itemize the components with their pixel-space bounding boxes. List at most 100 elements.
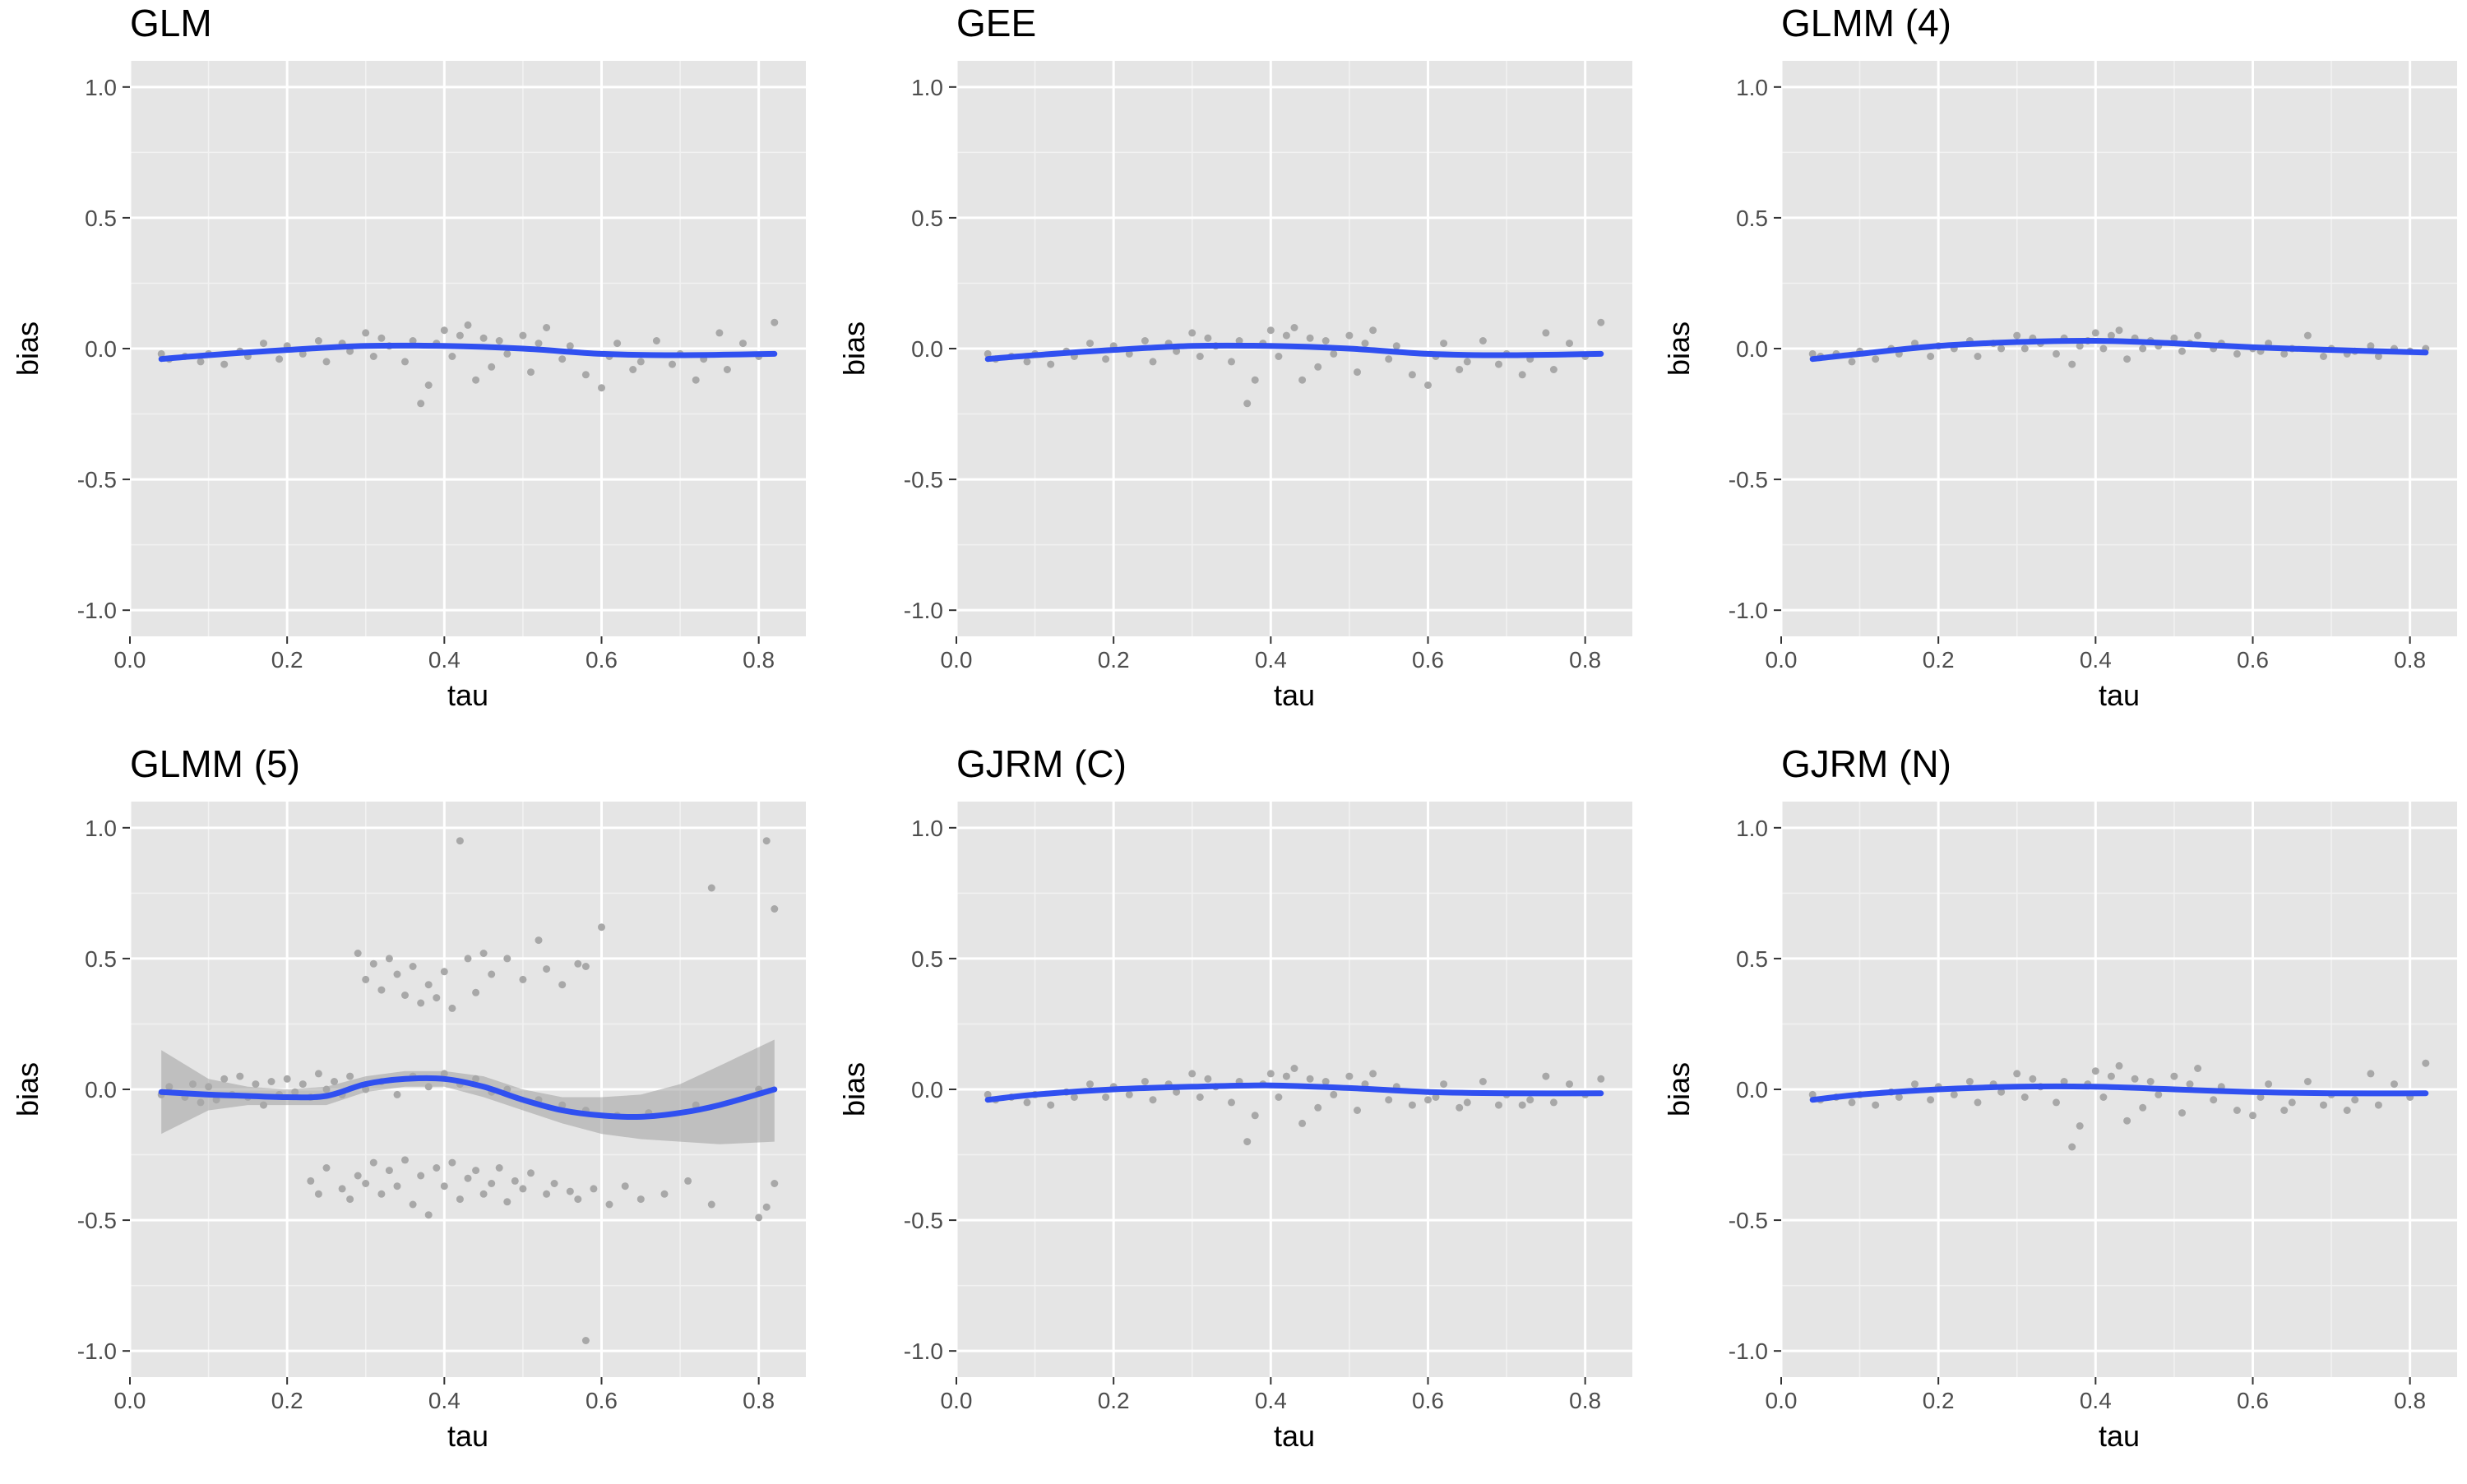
data-point (1251, 376, 1259, 384)
data-point (417, 400, 425, 408)
data-point (1196, 1093, 1204, 1101)
y-tick-label: -1.0 (904, 1338, 943, 1364)
x-tick-label: 0.2 (271, 647, 303, 673)
data-point (1298, 376, 1307, 384)
data-point (488, 970, 496, 978)
data-point (488, 363, 496, 371)
x-tick-label: 0.2 (1923, 1388, 1955, 1413)
data-point (1282, 331, 1290, 340)
y-tick-label: 1.0 (1736, 75, 1768, 100)
data-point (2178, 347, 2186, 355)
data-point (1848, 358, 1856, 366)
data-point (2374, 353, 2382, 360)
x-tick-label: 0.6 (586, 647, 618, 673)
data-point (377, 334, 386, 342)
data-point (1424, 381, 1432, 389)
data-point (1330, 1090, 1338, 1098)
data-point (1188, 1070, 1196, 1078)
data-point (636, 1195, 645, 1204)
y-axis-label: bias (1662, 321, 1696, 376)
data-point (2068, 360, 2076, 368)
data-point (2123, 1116, 2131, 1125)
data-point (574, 1195, 582, 1204)
data-point (2013, 1070, 2021, 1078)
data-point (2320, 1101, 2327, 1109)
data-point (1102, 355, 1110, 363)
data-point (1927, 1096, 1935, 1104)
data-point (2343, 1107, 2351, 1114)
data-point (1974, 1098, 1982, 1107)
data-point (495, 337, 503, 344)
x-tick-label: 0.2 (1098, 647, 1130, 673)
data-point (2186, 1080, 2194, 1089)
panel-title: GEE (956, 2, 1036, 44)
data-point (1266, 326, 1275, 335)
data-point (189, 1080, 197, 1089)
y-tick-label: 0.5 (911, 946, 943, 972)
data-point (566, 342, 574, 350)
y-tick-label: -1.0 (1729, 1338, 1768, 1364)
data-point (771, 905, 779, 913)
data-point (1369, 1070, 1377, 1078)
data-point (440, 1182, 448, 1190)
data-point (1345, 1072, 1354, 1080)
data-point (456, 1195, 464, 1204)
data-point (1243, 1138, 1252, 1146)
data-point (2076, 1122, 2084, 1130)
data-point (369, 959, 377, 968)
data-point (464, 1174, 472, 1182)
data-point (1243, 400, 1252, 408)
data-point (519, 1185, 527, 1193)
data-point (409, 963, 417, 970)
data-point (464, 321, 472, 329)
data-point (314, 1070, 322, 1078)
data-point (424, 381, 433, 389)
data-point (621, 1182, 629, 1190)
data-point (1808, 349, 1817, 358)
x-tick-label: 0.0 (114, 1388, 146, 1413)
data-point (1872, 355, 1880, 363)
data-point (1566, 340, 1573, 348)
data-point (488, 1180, 496, 1187)
data-point (1549, 366, 1557, 373)
data-point (566, 1187, 574, 1195)
data-point (1974, 353, 1982, 360)
data-point (503, 955, 511, 963)
y-tick-label: 0.5 (1736, 946, 1768, 972)
data-point (1566, 1080, 1573, 1089)
data-point (307, 1177, 315, 1185)
data-point (1086, 1080, 1094, 1089)
x-tick-label: 0.8 (1569, 647, 1601, 673)
data-point (1321, 337, 1330, 344)
data-point (1314, 363, 1322, 371)
x-tick-label: 0.4 (1255, 647, 1287, 673)
facet-panel-3: 0.0 0.2 0.4 0.6 0.8 -1.0 -0.5 0.0 0.5 1.0 GLMM (4)… (1662, 2, 2457, 712)
data-point (1440, 340, 1448, 348)
data-point (739, 340, 747, 348)
data-point (1345, 331, 1354, 340)
x-axis-label: tau (1274, 678, 1315, 712)
data-point (205, 1083, 213, 1091)
data-point (448, 1004, 456, 1012)
data-point (1965, 1078, 1974, 1085)
data-point (550, 1180, 558, 1187)
data-point (2020, 344, 2029, 353)
data-point (409, 1200, 417, 1209)
data-point (1290, 1065, 1298, 1072)
y-tick-label: 0.0 (85, 336, 117, 362)
x-tick-label: 0.8 (1569, 1388, 1601, 1413)
y-tick-label: 0.0 (911, 1077, 943, 1103)
data-point (1495, 360, 1502, 368)
data-point (984, 349, 992, 358)
data-point (1102, 1093, 1110, 1101)
x-tick-label: 0.8 (743, 1388, 775, 1413)
data-point (314, 1190, 322, 1198)
data-point (2107, 331, 2115, 340)
data-point (1251, 1112, 1259, 1120)
data-point (2320, 353, 2327, 360)
data-point (715, 329, 724, 337)
data-point (1125, 349, 1133, 358)
data-point (2115, 1061, 2123, 1070)
y-tick-label: -1.0 (77, 598, 117, 623)
data-point (456, 331, 464, 340)
